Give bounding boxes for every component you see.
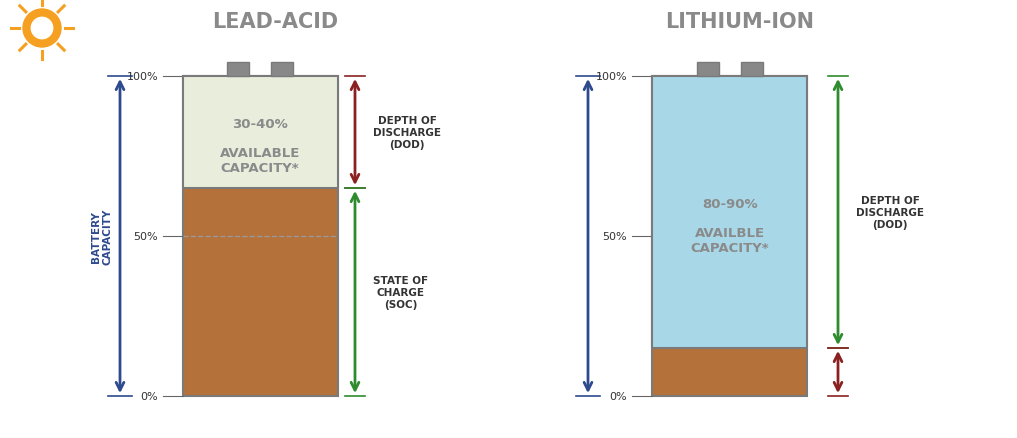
Text: AVAILABLE
CAPACITY*: AVAILABLE CAPACITY* [220,147,300,175]
Text: 30-40%: 30-40% [232,118,288,131]
Text: AVAILBLE
CAPACITY*: AVAILBLE CAPACITY* [691,226,769,254]
Circle shape [23,10,61,48]
Text: 50%: 50% [602,231,627,241]
Text: DEPTH OF
DISCHARGE
(DOD): DEPTH OF DISCHARGE (DOD) [373,116,441,149]
Text: DEPTH OF
DISCHARGE
(DOD): DEPTH OF DISCHARGE (DOD) [856,196,924,229]
Bar [653,77,807,396]
Bar [227,63,249,77]
Bar [653,77,807,348]
Text: 50%: 50% [133,231,158,241]
Circle shape [31,18,54,40]
Text: LITHIUM-ION: LITHIUM-ION [665,12,815,32]
Text: 100%: 100% [126,72,158,82]
Bar [182,77,338,396]
Text: 100%: 100% [595,72,627,82]
Text: 0%: 0% [140,391,158,401]
Bar [182,77,338,189]
Text: LEAD-ACID: LEAD-ACID [212,12,338,32]
Text: STATE OF
CHARGE
(SOC): STATE OF CHARGE (SOC) [373,276,428,309]
Bar [271,63,293,77]
Text: 0%: 0% [609,391,627,401]
Bar [697,63,719,77]
Text: 80-90%: 80-90% [702,198,758,211]
Text: BATTERY
CAPACITY: BATTERY CAPACITY [92,208,113,265]
Bar [741,63,763,77]
